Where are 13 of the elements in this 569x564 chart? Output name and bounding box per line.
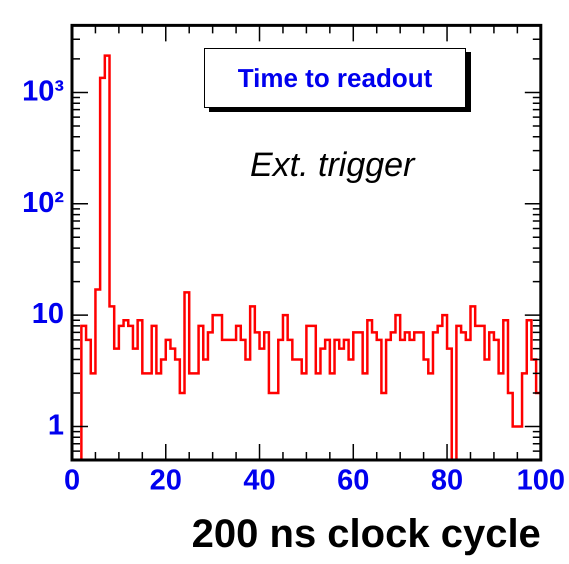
x-tick-label: 40 (243, 464, 276, 496)
x-tick-label: 20 (150, 464, 182, 496)
annotation: Ext. trigger (250, 146, 416, 184)
text: Time to readout (204, 48, 466, 108)
y-tick-label: 1 (48, 409, 64, 442)
x-tick-label: 60 (337, 464, 370, 496)
x-tick-label: 0 (64, 464, 80, 496)
x-axis-title: 200 ns clock cycle (192, 512, 541, 556)
x-tick-label: 80 (430, 464, 464, 496)
y-tick-label: 10² (22, 186, 64, 219)
x-tick-label: 100 (516, 464, 566, 496)
y-tick-label: 10³ (22, 75, 64, 108)
y-tick-label: 10 (32, 298, 64, 330)
